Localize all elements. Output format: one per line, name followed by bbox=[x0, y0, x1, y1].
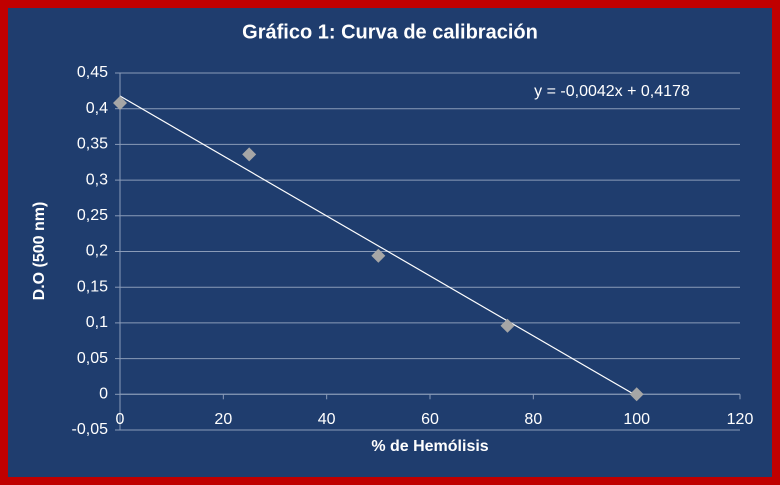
chart-title: Gráfico 1: Curva de calibración bbox=[242, 21, 538, 43]
data-point bbox=[242, 147, 257, 162]
y-tick-label: 0,3 bbox=[86, 171, 108, 188]
y-axis-label: D.O (500 nm) bbox=[31, 202, 48, 301]
chart-background bbox=[8, 8, 772, 477]
trendline-equation: y = -0,0042x + 0,4178 bbox=[534, 83, 690, 100]
x-tick-label: 60 bbox=[421, 411, 439, 428]
data-point bbox=[371, 248, 386, 263]
x-tick-label: 40 bbox=[318, 411, 336, 428]
data-point bbox=[500, 318, 515, 333]
y-tick-label: 0,15 bbox=[77, 278, 108, 295]
y-tick-label: 0,1 bbox=[86, 314, 108, 331]
data-point bbox=[113, 95, 127, 110]
y-tick-label: -0,05 bbox=[72, 421, 109, 438]
x-axis-label: % de Hemólisis bbox=[371, 438, 488, 455]
x-tick-label: 80 bbox=[524, 411, 542, 428]
y-tick-label: 0,4 bbox=[86, 100, 108, 117]
data-point bbox=[629, 387, 644, 402]
y-tick-label: 0,05 bbox=[77, 350, 108, 367]
x-tick-label: 100 bbox=[623, 411, 650, 428]
x-tick-label: 0 bbox=[116, 411, 125, 428]
y-tick-label: 0 bbox=[99, 386, 108, 403]
y-tick-label: 0,2 bbox=[86, 243, 108, 260]
trendline bbox=[119, 95, 637, 397]
x-tick-label: 120 bbox=[727, 411, 754, 428]
y-tick-label: 0,45 bbox=[77, 64, 108, 81]
y-tick-label: 0,35 bbox=[77, 136, 108, 153]
y-tick-label: 0,25 bbox=[77, 207, 108, 224]
x-tick-label: 20 bbox=[214, 411, 232, 428]
